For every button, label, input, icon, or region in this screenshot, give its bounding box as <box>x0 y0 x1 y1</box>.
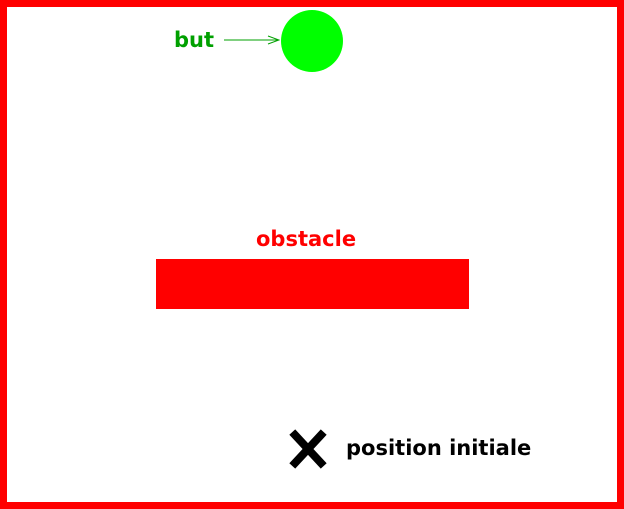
obstacle-rectangle <box>156 259 469 309</box>
goal-circle <box>281 10 343 72</box>
start-position-label: position initiale <box>346 436 532 460</box>
goal-label: but <box>174 28 215 52</box>
goal-arrow-icon <box>224 35 280 45</box>
obstacle-label: obstacle <box>256 227 357 251</box>
cross-mark-icon <box>289 429 327 469</box>
